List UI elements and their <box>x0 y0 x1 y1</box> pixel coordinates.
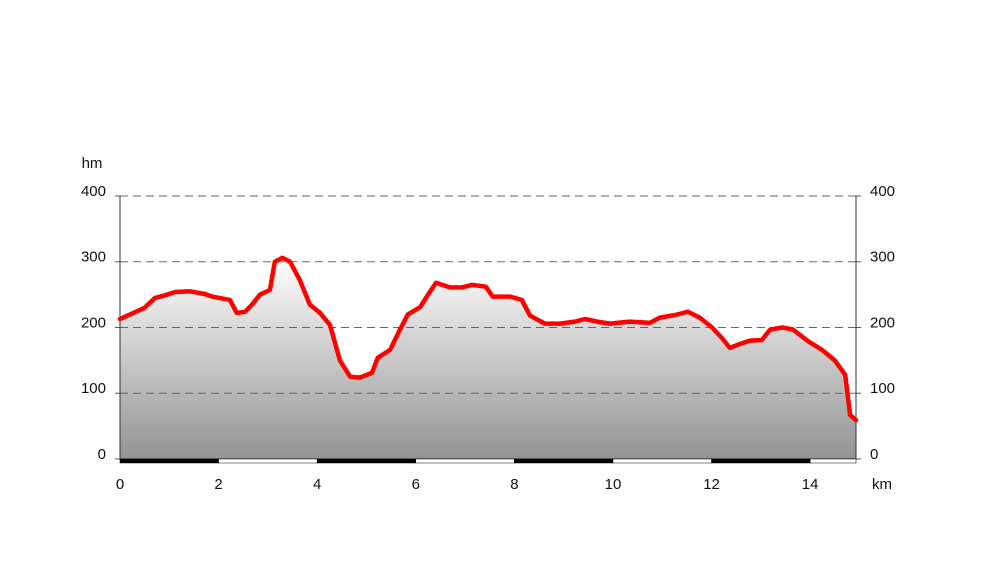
scale-band <box>711 458 811 464</box>
y2-tick-label: 200 <box>870 314 895 331</box>
y-tick-label: 400 <box>81 183 106 200</box>
y-tick-label: 300 <box>81 249 106 266</box>
y-tick-label: 200 <box>81 314 106 331</box>
x-tick-label: 10 <box>605 476 622 493</box>
x-tick-label: 0 <box>116 476 124 493</box>
x-tick-label: 14 <box>802 476 819 493</box>
scale-band <box>612 458 712 464</box>
y-tick-label: 0 <box>98 446 106 463</box>
y2-tick-label: 100 <box>870 380 895 397</box>
scale-band <box>514 458 614 464</box>
scale-band <box>809 458 857 464</box>
y-tick-label: 100 <box>81 380 106 397</box>
y2-tick-label: 400 <box>870 183 895 200</box>
x-tick-label: 2 <box>214 476 222 493</box>
area-fill <box>120 257 856 459</box>
y-axis-label: hm <box>82 155 103 172</box>
elevation-line <box>117 255 859 423</box>
scale-band <box>119 458 219 464</box>
scale-band <box>415 458 515 464</box>
scale-band <box>218 458 318 464</box>
x-tick-label: 4 <box>313 476 321 493</box>
y2-tick-label: 300 <box>870 249 895 266</box>
scale-band <box>316 458 417 464</box>
x-tick-label: 8 <box>510 476 518 493</box>
x-tick-label: 6 <box>412 476 420 493</box>
x-tick-label: 12 <box>703 476 720 493</box>
y2-tick-label: 0 <box>870 446 878 463</box>
x-axis-label: km <box>872 476 892 493</box>
